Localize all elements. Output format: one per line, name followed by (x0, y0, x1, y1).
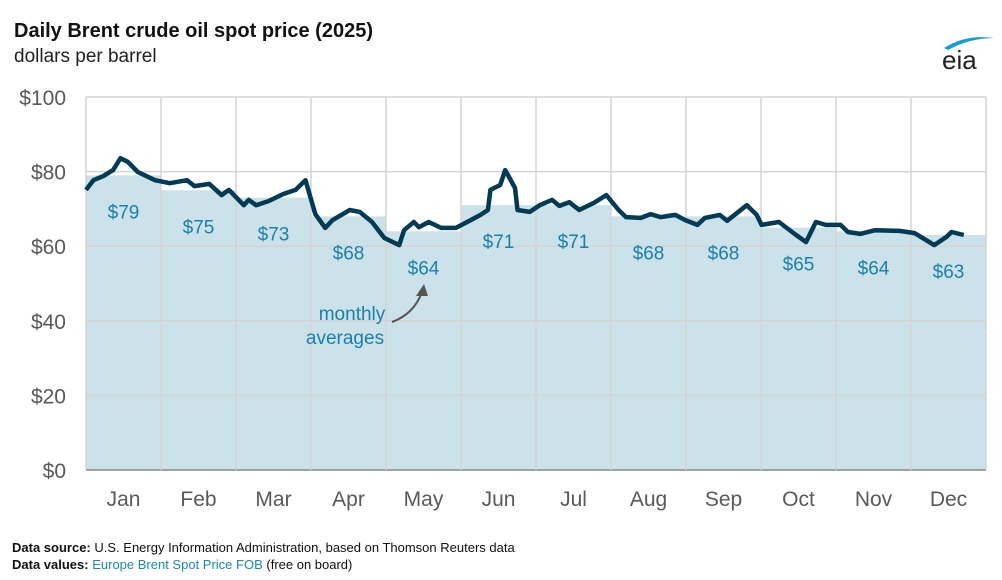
monthly-average-label: $65 (783, 255, 815, 276)
values-link[interactable]: Europe Brent Spot Price FOB (92, 557, 263, 572)
monthly-average-bar (236, 197, 311, 470)
x-tick-label: Mar (255, 488, 291, 511)
x-tick-label: Nov (855, 488, 893, 511)
y-tick-label: $0 (43, 460, 66, 483)
x-tick-label: Aug (630, 488, 667, 511)
y-tick-label: $20 (31, 385, 66, 408)
chart-title: Daily Brent crude oil spot price (2025) (14, 20, 373, 42)
source-label: Data source: (12, 540, 91, 555)
annotation: monthly averages (306, 284, 428, 349)
x-tick-label: Feb (180, 488, 216, 511)
monthly-average-label: $64 (408, 258, 440, 279)
monthly-average-label: $68 (633, 243, 665, 264)
monthly-average-bar (611, 216, 686, 470)
monthly-average-label: $64 (858, 258, 890, 279)
monthly-average-label: $71 (483, 232, 515, 253)
monthly-average-label: $73 (258, 225, 290, 246)
monthly-average-label: $75 (183, 217, 215, 238)
monthly-average-label: $71 (558, 232, 590, 253)
monthly-average-bar (761, 227, 836, 470)
source-text: U.S. Energy Information Administration, … (94, 540, 515, 555)
eia-logo: eia (942, 37, 994, 72)
x-tick-label: Oct (782, 488, 815, 511)
monthly-average-bar (461, 205, 536, 471)
x-tick-label: May (404, 488, 444, 511)
x-tick-label: Dec (930, 488, 967, 511)
monthly-average-bar (311, 216, 386, 470)
data-source: Data source: U.S. Energy Information Adm… (12, 540, 515, 555)
y-tick-label: $100 (19, 87, 66, 110)
values-label: Data values: (12, 557, 89, 572)
values-text: (free on board) (266, 557, 353, 572)
monthly-average-bar (836, 231, 911, 470)
arrowhead-icon (416, 284, 428, 296)
svg-text:eia: eia (942, 45, 977, 72)
monthly-average-bar (386, 231, 461, 470)
chart-subtitle: dollars per barrel (14, 46, 157, 67)
x-tick-label: Jan (107, 488, 141, 511)
monthly-average-label: $68 (708, 243, 740, 264)
monthly-average-label: $63 (933, 262, 965, 283)
monthly-average-label: $79 (108, 202, 140, 223)
monthly-average-label: $68 (333, 243, 365, 264)
monthly-average-bar (911, 235, 986, 470)
annotation-line-2: averages (306, 328, 384, 349)
y-tick-label: $40 (31, 311, 66, 334)
x-tick-label: Jul (560, 488, 587, 511)
x-tick-label: Apr (332, 488, 365, 511)
y-tick-label: $80 (31, 162, 66, 185)
monthly-average-bar (686, 216, 761, 470)
annotation-line-1: monthly (319, 304, 386, 325)
monthly-average-bar (86, 175, 161, 470)
monthly-average-bar (536, 205, 611, 471)
daily-price-line (84, 155, 965, 248)
x-tick-label: Jun (482, 488, 516, 511)
x-tick-label: Sep (705, 488, 742, 511)
monthly-average-bar (161, 190, 236, 470)
y-tick-label: $60 (31, 236, 66, 259)
data-values: Data values: Europe Brent Spot Price FOB… (12, 557, 352, 572)
